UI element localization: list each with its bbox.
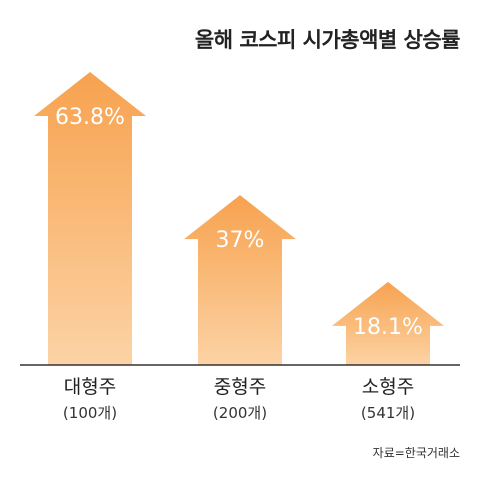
category-label: 대형주 — [63, 376, 117, 398]
bar-arrow — [34, 72, 146, 365]
category-count-label: (100개) — [62, 404, 118, 422]
bar-value-label: 63.8% — [55, 105, 125, 130]
category-count-label: (541개) — [360, 404, 416, 422]
bar-arrow — [332, 281, 444, 365]
category-label: 소형주 — [361, 376, 415, 398]
bar-value-label: 37% — [216, 228, 265, 253]
category-count-label: (200개) — [212, 404, 268, 422]
chart-title: 올해 코스피 시가총액별 상승률 — [194, 28, 461, 52]
bar-value-label: 18.1% — [353, 315, 423, 340]
source-note: 자료=한국거래소 — [372, 446, 460, 460]
category-label: 중형주 — [213, 376, 267, 398]
bar-arrow — [184, 195, 296, 365]
